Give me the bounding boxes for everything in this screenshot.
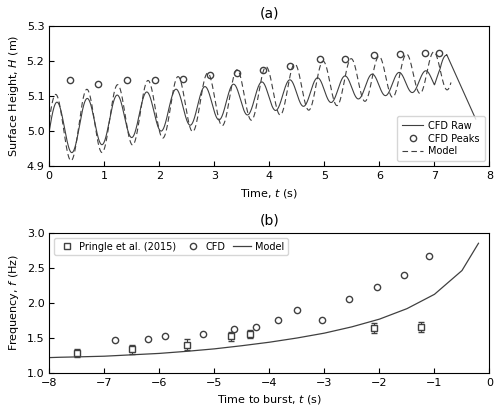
Model <box>349 324 355 329</box>
CFD Peaks <box>288 64 294 69</box>
Model <box>46 118 52 123</box>
Line: CFD: CFD <box>112 253 432 343</box>
Title: (b): (b) <box>260 214 279 228</box>
CFD Raw <box>472 116 478 121</box>
CFD <box>346 297 352 301</box>
CFD Peaks <box>436 50 442 55</box>
Model <box>459 268 465 273</box>
CFD Peaks <box>422 50 428 55</box>
Model <box>322 62 328 67</box>
Model <box>294 335 300 340</box>
CFD Peaks <box>180 76 186 81</box>
CFD <box>318 317 324 322</box>
CFD Peaks <box>342 56 348 61</box>
Legend: CFD Raw, CFD Peaks, Model: CFD Raw, CFD Peaks, Model <box>397 116 484 161</box>
Model <box>184 349 190 354</box>
Model <box>57 355 63 360</box>
Model <box>212 347 218 351</box>
CFD Peaks <box>317 57 323 62</box>
CFD Raw <box>68 150 74 155</box>
Model <box>68 158 74 163</box>
CFD <box>252 324 258 329</box>
Model <box>367 85 373 90</box>
Model <box>209 82 215 87</box>
CFD Raw <box>382 93 388 98</box>
CFD Raw <box>242 111 248 116</box>
X-axis label: Time to burst, $t$ (s): Time to burst, $t$ (s) <box>217 393 322 406</box>
CFD Peaks <box>208 72 214 77</box>
CFD Peaks <box>371 53 377 58</box>
CFD <box>112 337 118 342</box>
CFD Peaks <box>398 51 404 56</box>
Line: Model: Model <box>49 52 451 161</box>
Legend: Pringle et al. (2015), CFD, Model: Pringle et al. (2015), CFD, Model <box>54 237 288 255</box>
CFD Peaks <box>152 78 158 83</box>
Model <box>156 351 162 356</box>
CFD Peaks <box>234 71 240 76</box>
CFD <box>374 285 380 290</box>
CFD Raw <box>461 90 467 95</box>
Model <box>239 343 245 348</box>
Model <box>322 331 328 336</box>
CFD <box>162 334 168 339</box>
CFD Raw <box>46 129 52 134</box>
Model <box>224 112 230 117</box>
Model <box>266 340 272 345</box>
CFD <box>146 336 152 341</box>
X-axis label: Time, $t$ (s): Time, $t$ (s) <box>240 187 298 199</box>
CFD Peaks <box>67 78 73 83</box>
Model <box>432 292 438 297</box>
CFD Raw <box>460 90 466 95</box>
Model <box>430 50 436 55</box>
CFD <box>294 307 300 312</box>
Model <box>404 306 410 311</box>
Model <box>476 241 482 246</box>
CFD <box>401 272 407 277</box>
Model <box>46 355 52 360</box>
Model <box>376 317 382 322</box>
Model <box>88 96 94 101</box>
Line: Model: Model <box>49 243 478 358</box>
CFD Peaks <box>94 81 100 86</box>
CFD Raw <box>69 150 75 155</box>
CFD <box>426 254 432 259</box>
Line: CFD Raw: CFD Raw <box>49 55 476 153</box>
CFD <box>200 331 206 336</box>
Model <box>360 97 366 102</box>
CFD <box>274 317 280 322</box>
Model <box>448 80 454 85</box>
Y-axis label: Surface Height, $H$ (m): Surface Height, $H$ (m) <box>7 35 21 157</box>
Model <box>129 352 135 357</box>
Title: (a): (a) <box>260 7 279 21</box>
CFD Peaks <box>260 67 266 72</box>
Model <box>74 354 80 359</box>
CFD <box>230 327 236 332</box>
Line: CFD Peaks: CFD Peaks <box>67 50 442 87</box>
Y-axis label: Frequency, $f$ (Hz): Frequency, $f$ (Hz) <box>7 254 21 351</box>
Model <box>102 354 107 358</box>
CFD Raw <box>254 88 260 93</box>
CFD Peaks <box>124 78 130 83</box>
CFD Raw <box>444 52 450 57</box>
